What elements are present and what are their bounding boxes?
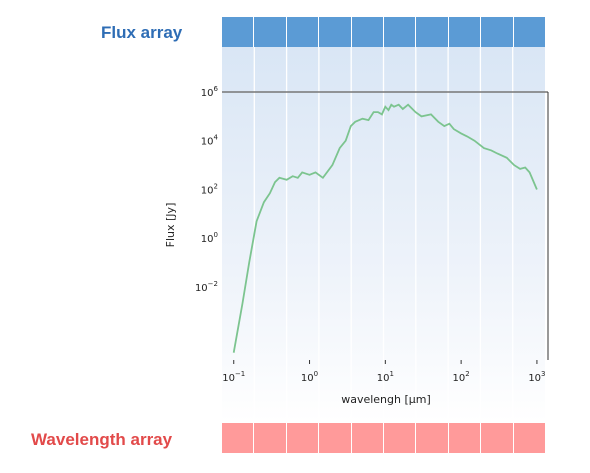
- x-tick-label: 103: [528, 370, 545, 384]
- y-tick-label: 102: [201, 182, 218, 196]
- wavelength-array-cell: [351, 423, 384, 453]
- wavelength-array-cell: [416, 423, 448, 453]
- wavelength-array-cell: [319, 423, 351, 453]
- wavelength-array-cell: [481, 423, 513, 453]
- flux-curve: [232, 103, 538, 353]
- column-dividers: [253, 47, 514, 423]
- y-axis-label: Flux [Jy]: [164, 203, 177, 248]
- wavelength-array-cell: [513, 423, 546, 453]
- flux-array-label: Flux array: [101, 23, 183, 42]
- y-tick-label: 104: [201, 134, 219, 148]
- flux-array-cell: [222, 17, 254, 47]
- wavelength-array-label: Wavelength array: [31, 430, 173, 449]
- wavelength-array-cell: [222, 423, 254, 453]
- flux-array-cell: [384, 17, 416, 47]
- x-tick-label: 10−1: [222, 370, 245, 384]
- flux-array-cell: [513, 17, 546, 47]
- y-tick-label: 106: [201, 85, 219, 99]
- flux-array-cell: [416, 17, 448, 47]
- flux-array-cell: [481, 17, 513, 47]
- x-tick-label: 102: [453, 370, 470, 384]
- wavelength-array-cell: [286, 423, 319, 453]
- flux-array-cell: [254, 17, 286, 47]
- flux-array-cell: [351, 17, 384, 47]
- flux-array-cell: [448, 17, 481, 47]
- x-axis-label: wavelengh [μm]: [341, 393, 431, 406]
- wavelength-array-cell: [384, 423, 416, 453]
- flux-array-bar: [222, 17, 546, 47]
- y-axis-ticks: 10−2 100 102 104 106: [195, 85, 219, 294]
- x-tick-label: 100: [301, 370, 318, 384]
- x-tick-label: 101: [377, 370, 394, 384]
- y-tick-label: 10−2: [195, 280, 218, 294]
- flux-array-cell: [286, 17, 319, 47]
- wavelength-array-cell: [448, 423, 481, 453]
- wavelength-array-cell: [254, 423, 286, 453]
- flux-array-cell: [319, 17, 351, 47]
- y-tick-label: 100: [201, 231, 218, 245]
- x-axis-ticks: 10−1 100 101 102 103: [222, 360, 546, 384]
- wavelength-array-bar: [222, 423, 546, 453]
